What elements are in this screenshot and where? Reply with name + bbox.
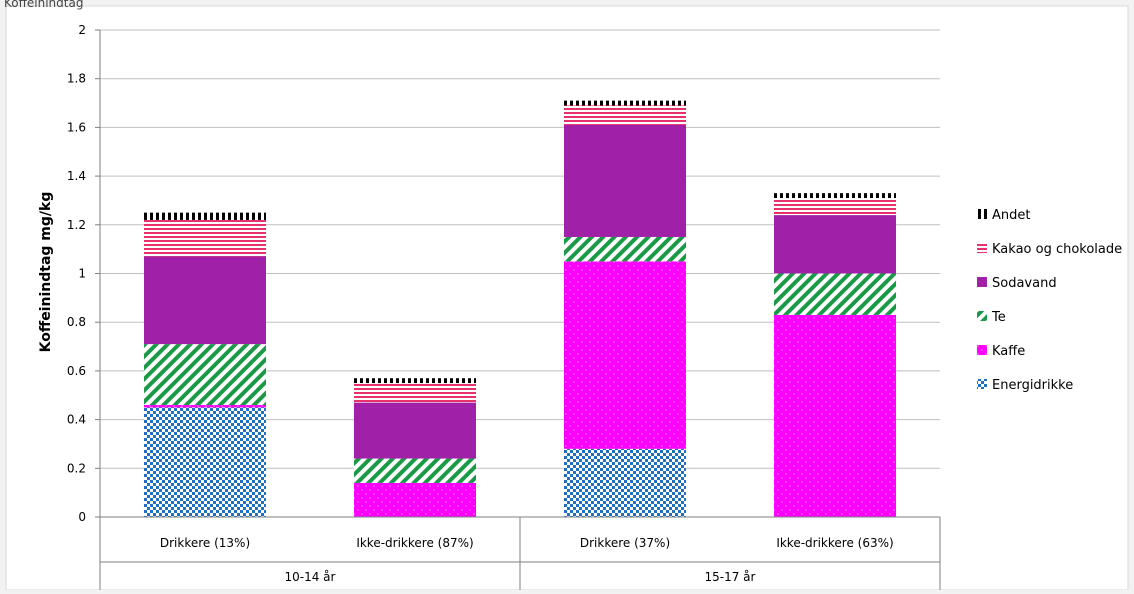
- bar-sodavand: [774, 215, 896, 274]
- bars: [144, 100, 896, 517]
- y-tick-label: 0: [78, 510, 86, 524]
- bar-kaffe: [774, 314, 896, 517]
- legend-label: Energidrikke: [992, 378, 1073, 393]
- bar-andet: [144, 212, 266, 220]
- y-tick-label: 0.6: [67, 364, 86, 378]
- legend-label: Sodavand: [992, 276, 1057, 291]
- legend-swatch: [977, 345, 987, 355]
- bar-energidrikke: [144, 407, 266, 517]
- y-tick-label: 1.6: [67, 120, 86, 134]
- y-tick-label: 1: [78, 267, 86, 281]
- legend-swatch: [977, 379, 987, 389]
- bar-kaffe: [144, 404, 266, 408]
- y-axis-title: Koffeinindtag mg/kg: [38, 192, 54, 353]
- bar-kakao-og-chokolade: [564, 105, 686, 125]
- bar-sodavand: [564, 124, 686, 237]
- bar-te: [144, 344, 266, 405]
- y-tick-label: 0.8: [67, 315, 86, 329]
- x-tick-label: Ikke-drikkere (63%): [776, 536, 893, 550]
- x-tick-label: Ikke-drikkere (87%): [356, 536, 473, 550]
- axes: 0 0.2 0.4 0.6 0.8 1 1.2 1.4 1.6 1.8 2 Drikkere (13%…: [67, 23, 941, 590]
- bar-sodavand: [144, 256, 266, 345]
- legend-swatch: [977, 277, 987, 287]
- legend-label: Kaffe: [992, 344, 1025, 359]
- group-label: 10-14 år: [285, 570, 336, 584]
- x-tick-label: Drikkere (37%): [580, 536, 670, 550]
- bar-kakao-og-chokolade: [354, 383, 476, 403]
- bar-te: [564, 236, 686, 262]
- legend-swatch: [977, 209, 987, 219]
- y-tick-label: 0.2: [67, 461, 86, 475]
- y-tick-label: 2: [78, 23, 86, 37]
- bar-kakao-og-chokolade: [774, 198, 896, 216]
- bar-kaffe: [354, 482, 476, 517]
- legend-swatch: [977, 243, 987, 253]
- y-tick-label: 1.4: [67, 169, 86, 183]
- legend-label: Andet: [992, 208, 1030, 223]
- y-tick-label: 1.8: [67, 72, 86, 86]
- bar-andet: [774, 193, 896, 199]
- legend: Andet Kakao og chokolade Sodavand Te Kaffe En…: [977, 208, 1122, 393]
- bar-te: [774, 273, 896, 315]
- x-tick-label: Drikkere (13%): [160, 536, 250, 550]
- y-tick-label: 1.2: [67, 218, 86, 232]
- bar-andet: [354, 378, 476, 384]
- bar-energidrikke: [564, 448, 686, 517]
- group-label: 15-17 år: [705, 570, 756, 584]
- chart-caption: Koffeinindtag: [4, 0, 84, 10]
- legend-label: Te: [991, 310, 1006, 325]
- bar-kaffe: [564, 261, 686, 449]
- legend-label: Kakao og chokolade: [992, 242, 1122, 257]
- bar-andet: [564, 100, 686, 106]
- bar-sodavand: [354, 402, 476, 459]
- bar-te: [354, 458, 476, 483]
- legend-swatch: [977, 311, 987, 321]
- bar-kakao-og-chokolade: [144, 219, 266, 257]
- y-tick-label: 0.4: [67, 413, 86, 427]
